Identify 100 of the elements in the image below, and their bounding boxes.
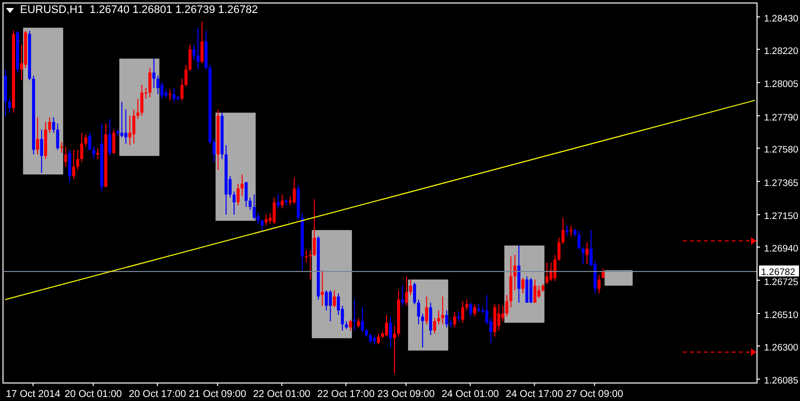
candlestick	[152, 58, 156, 88]
candlestick	[156, 75, 160, 95]
candlestick	[417, 299, 420, 325]
candlestick	[308, 250, 312, 280]
candlestick	[578, 230, 581, 250]
x-tick-label: 24 Oct 01:00	[442, 389, 500, 400]
candlestick	[280, 194, 284, 209]
candlestick	[525, 276, 528, 304]
candlestick	[92, 146, 96, 160]
x-tick-label: 20 Oct 17:00	[128, 389, 186, 400]
candlestick	[582, 246, 585, 265]
y-tick-label: 1.26300	[764, 342, 798, 354]
candlestick	[413, 282, 416, 305]
candlestick	[565, 224, 568, 237]
candlestick	[96, 148, 100, 160]
candlestick	[352, 299, 356, 331]
candlestick	[108, 118, 112, 156]
x-tick-label: 22 Oct 17:00	[317, 389, 375, 400]
candlestick	[160, 81, 164, 100]
ref-line-label: 1.26782	[761, 266, 796, 278]
y-tick-label: 1.26940	[764, 244, 798, 255]
candlestick	[421, 312, 424, 348]
candlestick	[561, 217, 564, 244]
candlestick	[533, 279, 536, 304]
candlestick	[272, 197, 276, 224]
candlestick	[372, 334, 376, 345]
candlestick	[505, 294, 508, 318]
candlestick	[68, 149, 72, 183]
candlestick	[124, 109, 128, 144]
candlestick	[457, 311, 460, 322]
candlestick	[112, 129, 116, 155]
candlestick	[409, 279, 412, 296]
x-tick-label: 17 Oct 2014	[6, 389, 61, 400]
candlestick	[140, 84, 144, 116]
candlestick	[328, 290, 332, 322]
candlestick	[236, 183, 240, 206]
x-tick-label: 20 Oct 01:00	[64, 389, 122, 400]
y-tick-label: 1.27365	[764, 178, 798, 189]
candlestick	[244, 182, 248, 208]
candlestick	[429, 302, 432, 336]
candlestick	[232, 190, 236, 216]
y-tick-label: 1.28005	[764, 79, 798, 90]
y-tick-label: 1.26085	[764, 376, 798, 387]
candlestick	[469, 302, 472, 318]
candlestick	[128, 115, 132, 146]
y-tick-label: 1.28220	[764, 46, 798, 57]
candlestick	[461, 300, 464, 324]
candlestick	[48, 116, 52, 134]
candlestick	[76, 149, 80, 170]
candlestick	[88, 132, 92, 150]
candlestick	[132, 109, 136, 144]
candlestick	[557, 237, 560, 262]
candlestick	[405, 276, 408, 306]
candlestick	[40, 129, 44, 174]
candlestick	[84, 134, 88, 148]
candlestick	[385, 314, 388, 338]
candlestick	[517, 245, 520, 304]
candlestick	[376, 333, 380, 345]
x-tick-label: 27 Oct 09:00	[566, 389, 624, 400]
candlestick	[120, 101, 124, 138]
candlestick	[56, 122, 60, 150]
candlestick	[188, 44, 192, 72]
candlestick	[212, 138, 216, 163]
candlestick	[453, 311, 456, 328]
candlestick	[292, 177, 296, 204]
candlestick	[192, 44, 196, 61]
y-tick-label: 1.28430	[764, 13, 798, 24]
candlestick	[598, 274, 601, 294]
candlestick	[64, 146, 68, 168]
candlestick	[570, 224, 572, 237]
candlestick	[437, 310, 440, 325]
candlestick	[368, 333, 372, 344]
candlestick	[264, 214, 268, 226]
candlestick	[501, 305, 504, 322]
candlestick	[441, 296, 444, 325]
candlestick	[553, 254, 556, 282]
candlestick	[521, 277, 524, 294]
candlestick	[136, 98, 140, 120]
candlestick	[393, 325, 396, 374]
candlestick	[549, 262, 552, 282]
candlestick	[180, 78, 184, 101]
candlestick	[52, 116, 56, 134]
candlestick	[8, 98, 12, 114]
y-tick-label: 1.27790	[764, 112, 798, 124]
candlestick	[168, 89, 172, 101]
candlestick	[445, 310, 448, 328]
candlestick	[529, 277, 532, 304]
x-tick-label: 23 Oct 09:00	[377, 389, 436, 400]
candlestick	[196, 27, 200, 70]
candlestick	[240, 174, 244, 197]
candlestick	[72, 149, 76, 180]
candlestick	[312, 198, 316, 257]
candlestick	[401, 285, 404, 306]
candlestick	[324, 290, 328, 311]
candlestick	[425, 296, 428, 325]
x-tick-label: 24 Oct 17:00	[506, 389, 564, 400]
candlestick	[360, 306, 364, 333]
candlestick	[389, 316, 392, 348]
y-tick-label: 1.26725	[764, 276, 798, 288]
candlestick	[332, 290, 336, 308]
